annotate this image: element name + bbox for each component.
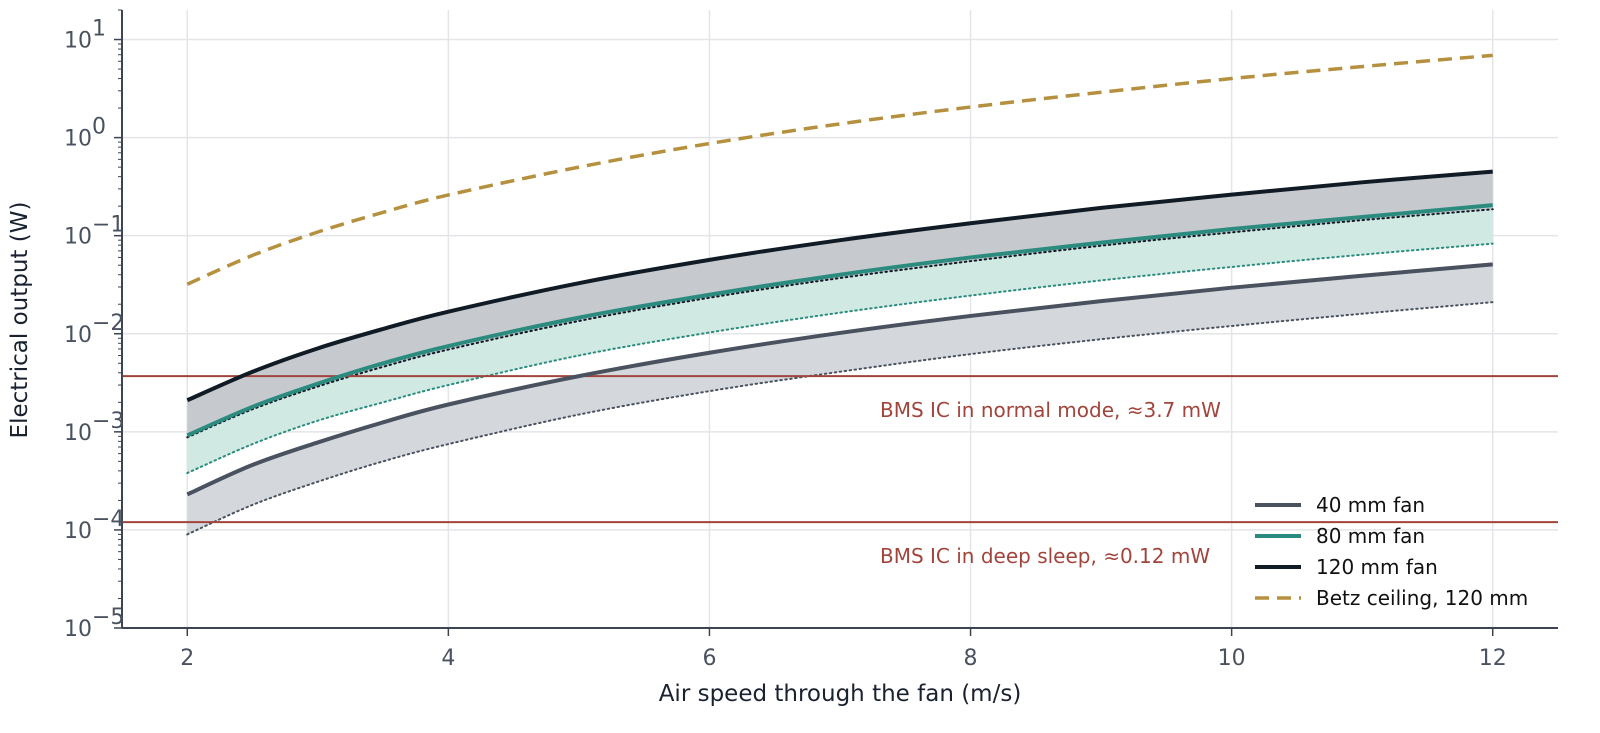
band-2 (187, 171, 1493, 438)
y-tick-exponent: 1 (92, 17, 106, 42)
axes (114, 9, 1558, 636)
legend-label-3: Betz ceiling, 120 mm (1316, 586, 1528, 610)
series-line-2 (186, 169, 1493, 403)
legend-label-2: 120 mm fan (1316, 555, 1438, 579)
y-tick-label: 10 (64, 421, 92, 446)
reference-lines: BMS IC in normal mode, ≈3.7 mW BMS IC in … (122, 375, 1558, 568)
y-tick-exponent: 0 (92, 115, 106, 140)
y-tick-exponent: −5 (92, 605, 124, 630)
series-line-0 (186, 262, 1493, 497)
band-lower-line-2 (186, 208, 1494, 439)
y-tick-label: 10 (64, 617, 92, 642)
x-tick-label: 4 (441, 646, 455, 671)
legend: 40 mm fan 80 mm fan 120 mm fan Betz ceiling… (1255, 493, 1528, 610)
y-axis-label: Electrical output (W) (7, 202, 33, 439)
x-axis-label: Air speed through the fan (m/s) (659, 681, 1022, 707)
series-line-1 (186, 203, 1493, 438)
x-tick-label: 8 (964, 646, 978, 671)
y-tick-exponent: −1 (92, 213, 124, 238)
y-tick-label: 10 (64, 29, 92, 54)
uncertainty-bands (186, 171, 1494, 536)
band-lower-line-0 (186, 301, 1494, 536)
reference-label-0: BMS IC in normal mode, ≈3.7 mW (880, 398, 1221, 422)
x-tick-label: 6 (702, 646, 716, 671)
reference-label-1: BMS IC in deep sleep, ≈0.12 mW (880, 544, 1210, 568)
band-lower-line-1 (186, 242, 1494, 475)
band-0 (187, 264, 1493, 535)
y-tick-exponent: −4 (92, 507, 124, 532)
legend-label-1: 80 mm fan (1316, 524, 1425, 548)
x-tick-label: 12 (1479, 646, 1507, 671)
legend-label-0: 40 mm fan (1316, 493, 1425, 517)
x-tick-label: 10 (1218, 646, 1246, 671)
y-tick-label: 10 (64, 323, 92, 348)
x-tick-label: 2 (180, 646, 194, 671)
band-1 (187, 205, 1493, 474)
series-line-3 (186, 53, 1493, 286)
y-tick-exponent: −2 (92, 311, 124, 336)
y-tick-label: 10 (64, 519, 92, 544)
y-tick-label: 10 (64, 127, 92, 152)
series-lines (186, 53, 1493, 497)
y-tick-exponent: −3 (92, 409, 124, 434)
y-tick-label: 10 (64, 225, 92, 250)
